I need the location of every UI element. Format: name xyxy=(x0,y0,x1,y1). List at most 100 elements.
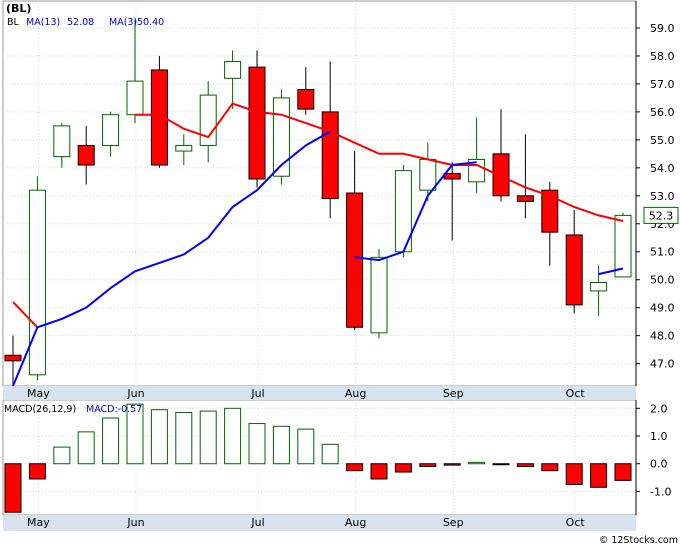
price-x-label: Sep xyxy=(443,387,464,400)
macd-bar-negative xyxy=(28,463,46,480)
candle-down xyxy=(346,192,364,328)
macd-value-label: MACD:-0.57 xyxy=(86,404,142,415)
price-tick-label: 51.0 xyxy=(650,246,675,259)
macd-bar-positive xyxy=(175,411,193,465)
macd-bar-positive xyxy=(248,423,266,465)
price-x-label: May xyxy=(27,387,50,400)
price-x-label: Jul xyxy=(250,387,264,400)
price-tick-label: 55.0 xyxy=(650,134,675,147)
last-price-box xyxy=(643,206,679,224)
macd-bars xyxy=(4,403,632,513)
macd-bar-negative xyxy=(541,463,559,472)
macd-bar-negative xyxy=(346,463,364,472)
candle-down xyxy=(516,195,534,202)
candle-down xyxy=(77,144,95,166)
candle-down xyxy=(297,89,315,110)
ma13-line xyxy=(135,102,624,222)
price-tick-label: 57.0 xyxy=(650,78,675,91)
price-tick-label: 53.0 xyxy=(650,190,675,203)
candle-down xyxy=(4,354,22,362)
macd-bar-negative xyxy=(370,463,388,480)
macd-x-label: Sep xyxy=(443,516,464,529)
candle-up xyxy=(126,80,144,116)
candles xyxy=(4,19,632,386)
macd-bar-negative xyxy=(614,463,632,481)
macd-tick-label: 1.0 xyxy=(650,430,668,443)
macd-bar-positive xyxy=(102,417,120,465)
price-tick-label: 49.0 xyxy=(650,302,675,315)
price-tick-label: 54.0 xyxy=(650,162,675,175)
macd-bar-positive xyxy=(468,461,486,465)
axes: 47.048.049.050.051.052.053.054.055.056.0… xyxy=(3,1,679,531)
moving-average-lines xyxy=(12,102,624,387)
price-x-label: Aug xyxy=(345,387,366,400)
candle-down xyxy=(492,153,510,197)
candle-up xyxy=(370,256,388,334)
legend-ma13-label: MA(13) xyxy=(26,17,60,28)
macd-bar-positive xyxy=(150,409,168,465)
macd-bar-negative xyxy=(419,463,437,468)
candle-up xyxy=(419,158,437,191)
macd-x-label: Jul xyxy=(250,516,264,529)
macd-x-label: Aug xyxy=(345,516,366,529)
price-x-label: Jun xyxy=(126,387,144,400)
ma3-line xyxy=(354,161,477,262)
macd-bar-negative xyxy=(4,463,22,513)
macd-label: MACD(26,12,9) xyxy=(4,404,76,415)
macd-tick-label: 0.0 xyxy=(650,458,668,471)
candle-down xyxy=(541,189,559,233)
legend-ma13-value: 52.08 xyxy=(67,17,94,28)
price-date-band xyxy=(3,386,636,400)
candle-up xyxy=(224,61,242,79)
candle-up xyxy=(175,144,193,152)
price-tick-label: 48.0 xyxy=(650,330,675,343)
candle-down xyxy=(565,234,583,306)
macd-bar-positive xyxy=(224,407,242,465)
candle-up xyxy=(102,114,120,146)
ma3-line xyxy=(598,267,624,276)
candle-up xyxy=(53,125,71,158)
macd-bar-negative xyxy=(565,463,583,486)
last-price-label: 52.3 xyxy=(649,209,674,222)
candle-up xyxy=(272,97,290,177)
price-tick-label: 47.0 xyxy=(650,358,675,371)
price-tick-label: 58.0 xyxy=(650,50,675,63)
price-tick-label: 56.0 xyxy=(650,106,675,119)
candle-down xyxy=(321,111,339,200)
macd-bar-negative xyxy=(443,463,461,466)
macd-bar-negative xyxy=(516,463,534,468)
legend-ticker: BL xyxy=(7,17,20,28)
macd-tick-label: 2.0 xyxy=(650,402,668,415)
macd-bar-positive xyxy=(321,443,339,465)
ma3-line xyxy=(12,130,331,387)
macd-bar-positive xyxy=(199,410,217,465)
macd-bar-positive xyxy=(126,403,144,465)
candle-down xyxy=(443,172,461,180)
macd-x-label: Jun xyxy=(126,516,144,529)
footer-credit: © 12Stocks.com xyxy=(599,535,678,546)
macd-bar-positive xyxy=(272,425,290,465)
ma13-line xyxy=(12,301,39,328)
price-tick-label: 50.0 xyxy=(650,274,675,287)
macd-x-label: May xyxy=(27,516,50,529)
macd-bar-positive xyxy=(77,431,95,465)
macd-tick-label: -1.0 xyxy=(650,485,671,498)
macd-date-band xyxy=(3,515,636,531)
macd-bar-negative xyxy=(492,463,510,466)
candle-up xyxy=(28,189,46,376)
macd-bar-negative xyxy=(394,463,412,473)
macd-bar-positive xyxy=(297,428,315,465)
macd-bar-negative xyxy=(590,463,608,488)
legend-ma3-value: 50.40 xyxy=(137,17,164,28)
candle-up xyxy=(614,214,632,278)
candle-up xyxy=(590,282,608,292)
price-tick-label: 59.0 xyxy=(650,22,675,35)
macd-bar-positive xyxy=(53,446,71,465)
legend-ma3-label: MA(3) xyxy=(109,17,137,28)
candle-down xyxy=(150,69,168,166)
symbol-title: (BL) xyxy=(6,2,31,15)
macd-x-label: Oct xyxy=(566,516,586,529)
price-x-label: Oct xyxy=(566,387,586,400)
